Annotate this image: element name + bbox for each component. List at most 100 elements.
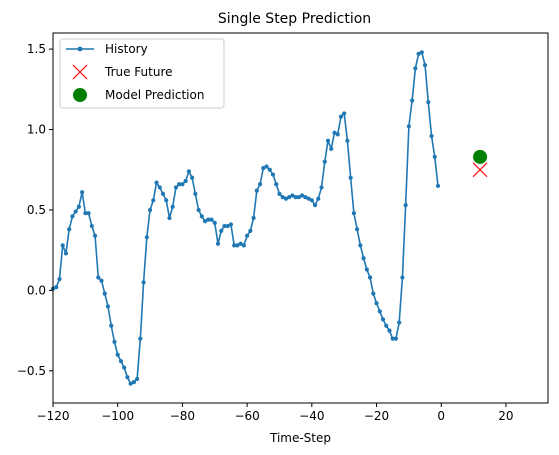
history-point <box>277 191 282 196</box>
history-point <box>406 124 411 129</box>
history-point <box>293 194 298 200</box>
history-point <box>435 183 441 188</box>
history-point <box>57 277 62 282</box>
history-point <box>186 169 191 174</box>
history-point <box>219 228 224 233</box>
legend-model-prediction-marker <box>73 88 87 102</box>
history-point <box>306 196 311 201</box>
history-point <box>60 243 65 248</box>
x-axis-ticks: −120 −100 −80 −60 −40 −20 0 20 <box>37 403 514 423</box>
history-point <box>96 275 101 280</box>
x-tick-label: 20 <box>498 409 513 423</box>
history-point <box>112 339 117 344</box>
history-point <box>280 194 285 200</box>
history-point <box>429 133 434 139</box>
y-tick-label: 1.0 <box>27 123 46 137</box>
history-point <box>270 172 276 177</box>
history-point <box>228 222 234 227</box>
history-point <box>128 381 133 386</box>
history-point <box>325 138 331 143</box>
history-point <box>332 130 337 135</box>
history-point <box>238 241 243 246</box>
history-point <box>426 100 431 105</box>
history-point <box>303 194 308 200</box>
history-point <box>361 256 366 261</box>
history-point <box>322 159 327 164</box>
history-point <box>70 214 75 219</box>
history-point <box>138 336 143 341</box>
history-point <box>254 188 259 193</box>
legend-box <box>59 38 225 109</box>
history-point <box>351 211 356 216</box>
history-point <box>393 336 399 341</box>
history-point <box>173 185 179 190</box>
history-point <box>54 285 59 290</box>
history-point <box>364 267 369 272</box>
history-point <box>300 193 305 198</box>
history-point <box>63 251 69 256</box>
history-point <box>99 278 104 283</box>
history-point <box>222 223 227 229</box>
history-point <box>257 182 263 187</box>
history-point <box>180 182 185 187</box>
history-point <box>319 185 324 190</box>
history-point <box>209 217 214 222</box>
history-point <box>338 114 344 119</box>
history-point <box>261 166 266 171</box>
history-point <box>206 217 211 222</box>
x-tick-label: −60 <box>234 409 259 423</box>
history-point <box>83 211 88 216</box>
history-point <box>235 243 240 248</box>
history-point <box>232 243 237 248</box>
history-point <box>287 194 292 200</box>
history-point <box>248 228 253 233</box>
history-point <box>196 207 201 213</box>
history-point <box>380 317 386 322</box>
history-point <box>316 196 321 201</box>
history-point <box>125 375 130 380</box>
history-point <box>241 243 246 248</box>
history-point <box>193 191 198 196</box>
history-point <box>67 227 72 232</box>
history-point <box>416 51 421 57</box>
history-point <box>154 180 159 185</box>
history-point <box>80 190 85 195</box>
history-point <box>225 223 230 229</box>
history-point <box>199 214 204 219</box>
history-point <box>76 204 81 209</box>
history-point <box>309 198 314 203</box>
history-point <box>109 323 114 328</box>
y-axis-ticks: −0.5 0.0 0.5 1.0 1.5 <box>17 42 53 378</box>
history-point <box>403 203 408 208</box>
history-point <box>92 233 98 238</box>
history-point <box>151 198 156 203</box>
model-prediction-marker <box>473 149 488 164</box>
history-point <box>73 209 78 214</box>
history-point <box>267 167 272 172</box>
history-point <box>215 241 221 246</box>
history-point <box>245 233 250 238</box>
y-tick-label: 0.5 <box>27 203 46 217</box>
y-tick-label: 0.0 <box>27 283 46 297</box>
x-axis-label: Time-Step <box>269 431 331 445</box>
history-point <box>89 223 94 229</box>
legend-history-label: History <box>105 42 148 56</box>
history-point <box>367 275 373 280</box>
history-point <box>296 194 301 200</box>
history-point <box>422 63 428 68</box>
history-point <box>358 243 363 248</box>
history-point <box>387 328 392 333</box>
history-point <box>348 175 353 180</box>
history-point <box>312 203 318 208</box>
y-tick-label: 1.5 <box>27 42 46 56</box>
history-point <box>432 154 437 159</box>
history-point <box>212 220 217 225</box>
history-point <box>135 376 140 381</box>
x-tick-label: −80 <box>170 409 195 423</box>
history-point <box>102 291 107 296</box>
history-point <box>167 215 172 221</box>
plot-frame <box>52 32 549 404</box>
future-markers <box>472 149 488 178</box>
legend-history-marker <box>77 46 83 52</box>
